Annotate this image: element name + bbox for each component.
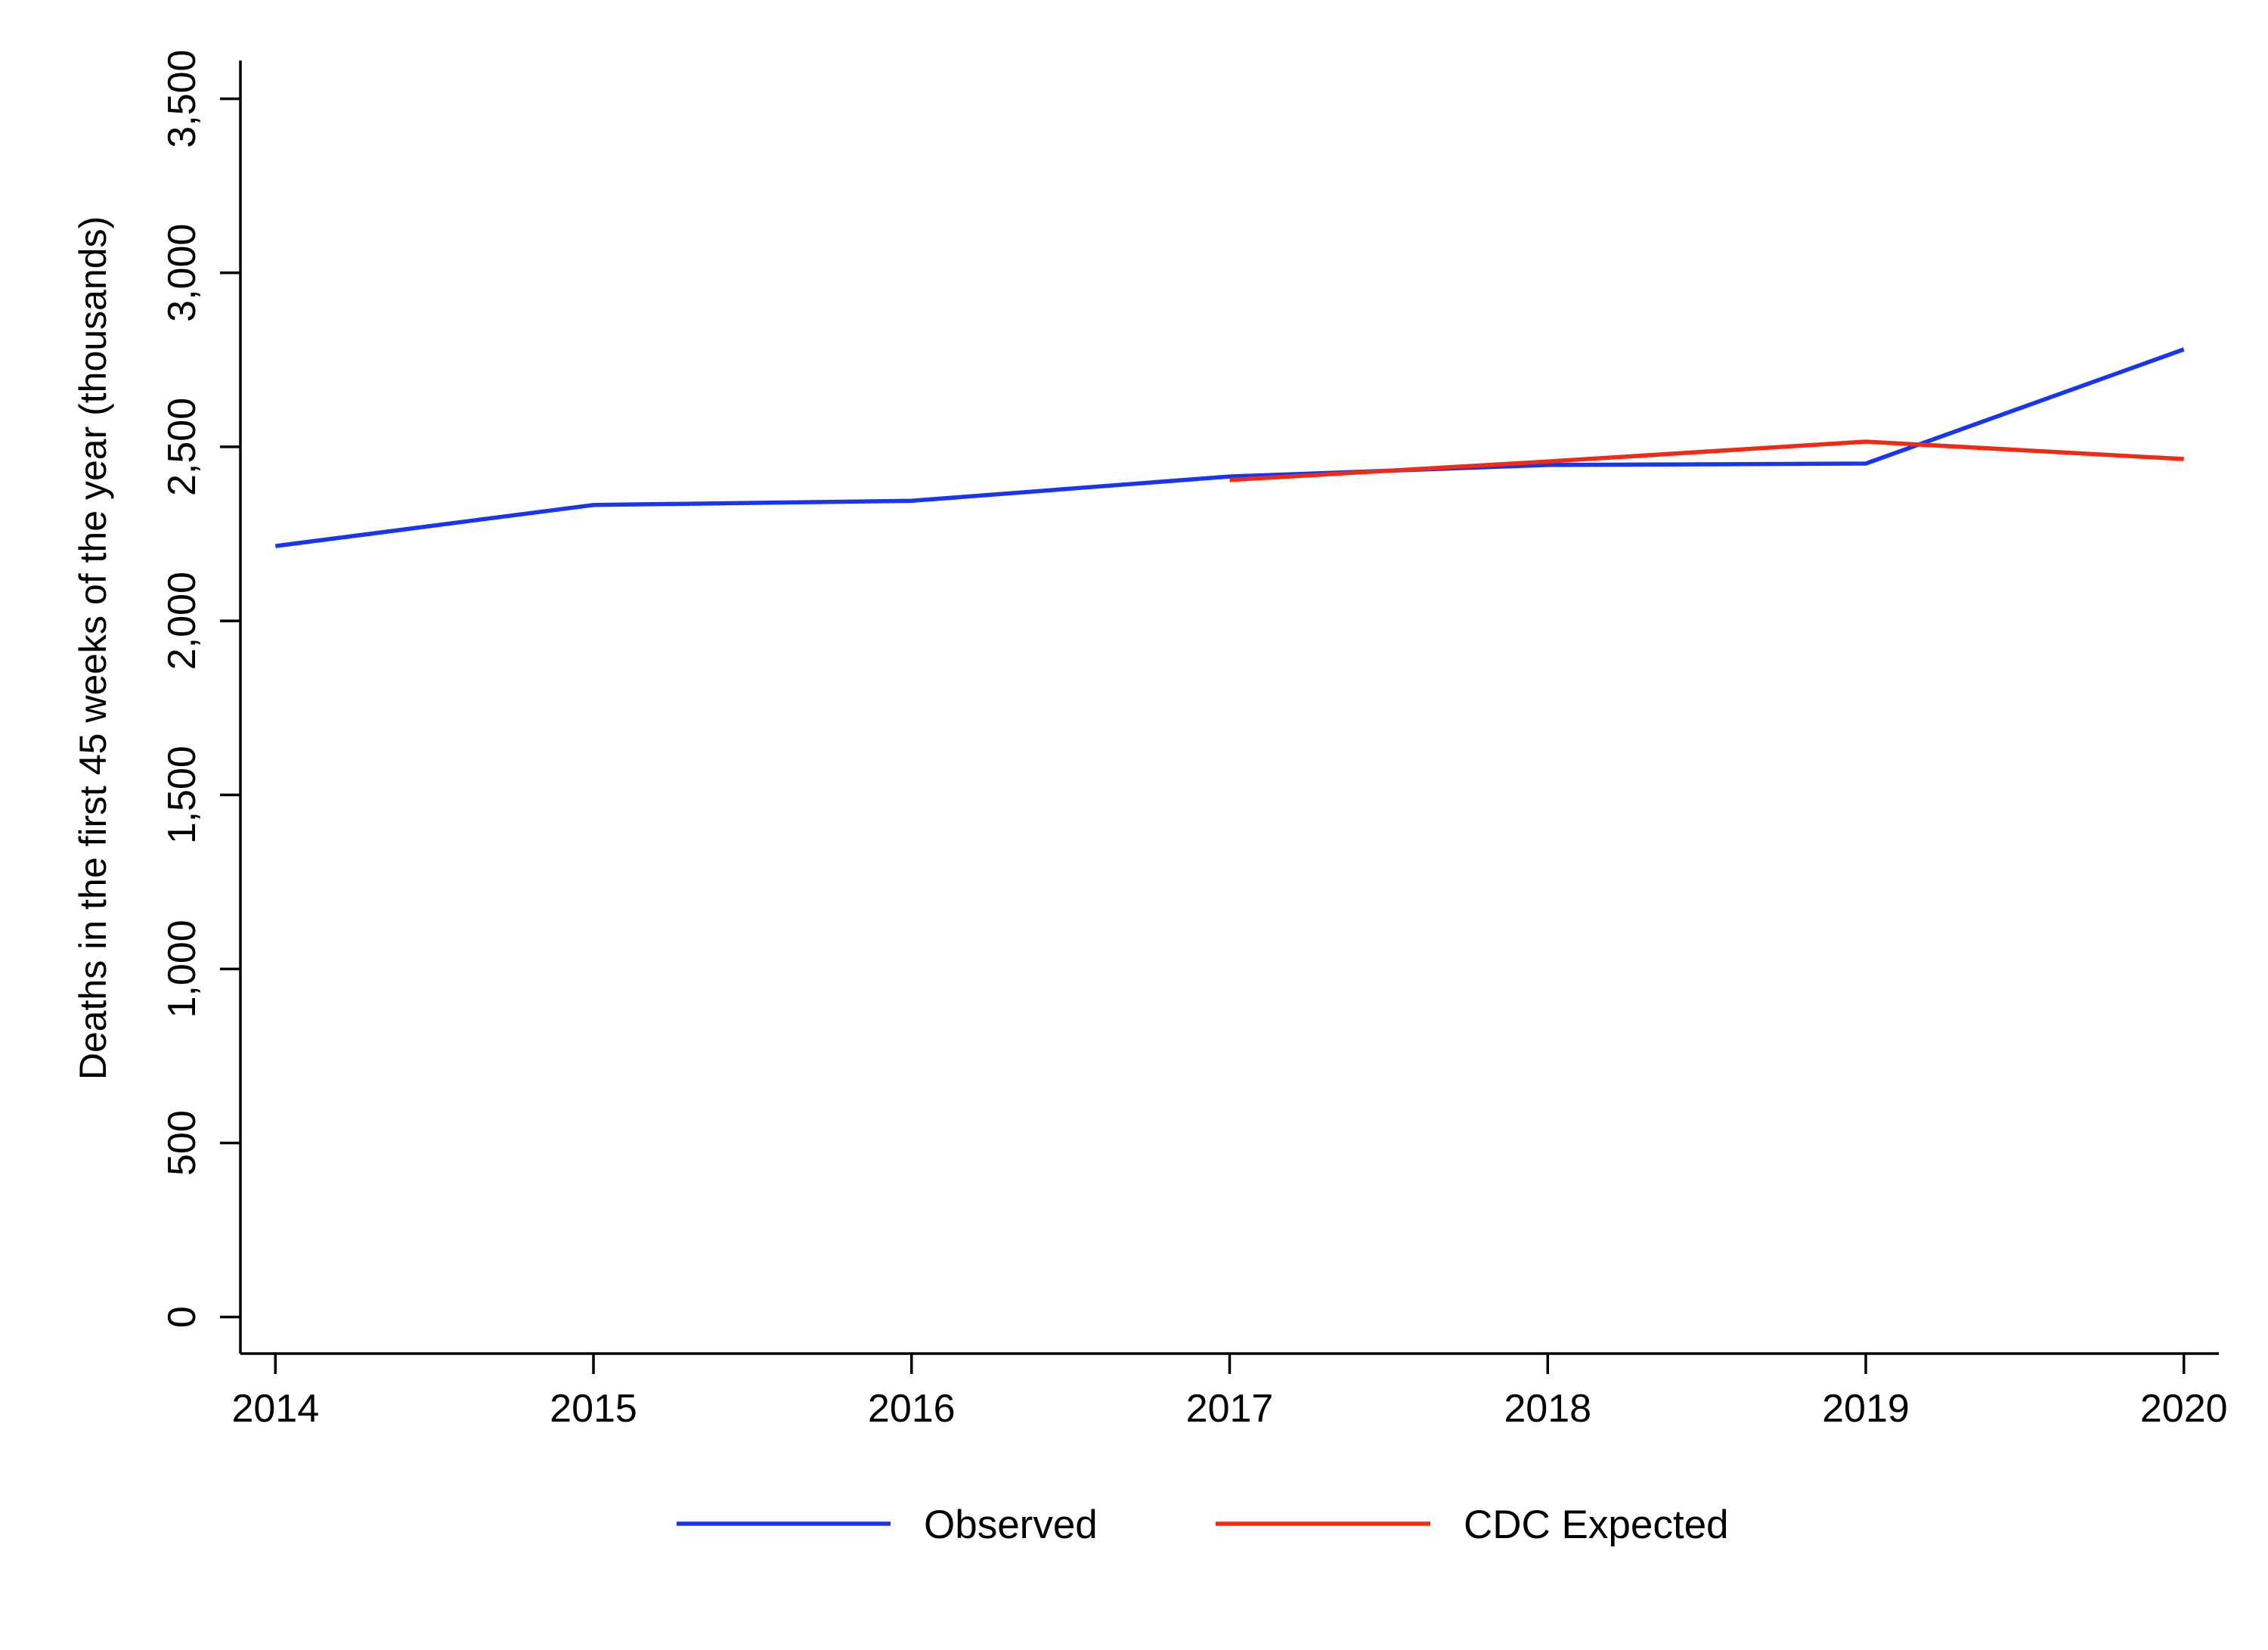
series-line-cdc-expected <box>1229 439 2184 482</box>
x-tick-label: 2017 <box>1186 1387 1274 1431</box>
x-tick-label: 2018 <box>1504 1387 1591 1431</box>
series-line-observed <box>274 347 2185 548</box>
legend-label-observed: Observed <box>924 1503 1098 1547</box>
y-tick-label: 2,500 <box>160 398 204 496</box>
legend-label-cdc-expected: CDC Expected <box>1464 1503 1729 1547</box>
y-axis: 0 500 1,000 1,500 2,000 2,500 3,000 3,500 <box>160 50 242 1354</box>
y-tick-label: 3,500 <box>160 50 204 148</box>
x-tick-label: 2016 <box>868 1387 956 1431</box>
legend: Observed CDC Expected <box>677 1503 1729 1547</box>
y-tick-label: 2,000 <box>160 572 204 670</box>
x-tick-label: 2020 <box>2140 1387 2228 1431</box>
series-layer <box>274 347 2185 548</box>
x-tick-label: 2019 <box>1822 1387 1910 1431</box>
y-axis-title: Deaths in the first 45 weeks of the year… <box>72 216 114 1080</box>
y-tick-label: 1,500 <box>160 746 204 844</box>
y-tick-label: 0 <box>160 1306 204 1328</box>
y-tick-label: 3,000 <box>160 224 204 322</box>
x-tick-label: 2014 <box>231 1387 319 1431</box>
y-tick-label: 1,000 <box>160 920 204 1018</box>
x-axis: 2014 2015 2016 2017 2018 2019 2020 <box>231 1352 2228 1431</box>
x-tick-label: 2015 <box>550 1387 637 1431</box>
y-tick-label: 500 <box>160 1110 204 1176</box>
